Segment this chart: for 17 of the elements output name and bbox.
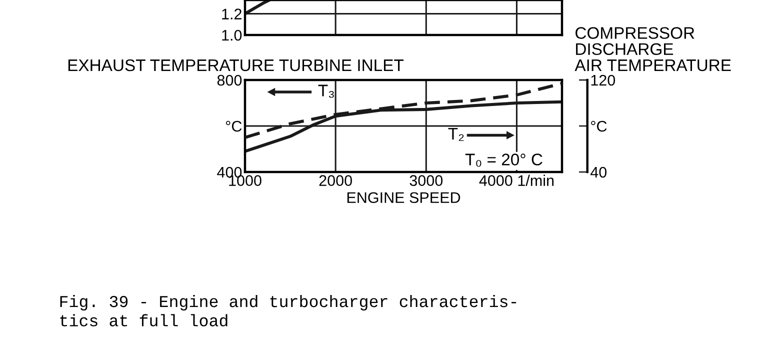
y-tick-label: 1.0 (222, 30, 242, 41)
annotation: T₂ (448, 128, 464, 141)
x-tick-label: 3000 (410, 175, 443, 186)
annotation: T₀ = 20° C (465, 154, 542, 167)
x-tick-label: 2000 (319, 175, 352, 186)
y-tick-label: 800 (217, 74, 242, 86)
y2-tick-label: 120 (591, 74, 616, 86)
annotation: T₃ (318, 84, 334, 98)
y2-tick-label: 40 (590, 166, 607, 178)
x-axis-title: ENGINE SPEED (347, 192, 460, 204)
y-tick-label: °C (226, 120, 242, 132)
y-axis-title: EXHAUST TEMPERATURE TURBINE INLET (68, 59, 404, 72)
y2-tick-label: °C (591, 120, 607, 132)
y-tick-label: 1.2 (222, 8, 242, 20)
y2-axis-title: COMPRESSOR DISCHARGE AIR TEMPERATURE (574, 27, 731, 72)
x-tick-label: 4000 1/min (479, 174, 554, 186)
caption: Fig. 39 - Engine and turbocharger characteris- tics at full load (60, 294, 516, 326)
